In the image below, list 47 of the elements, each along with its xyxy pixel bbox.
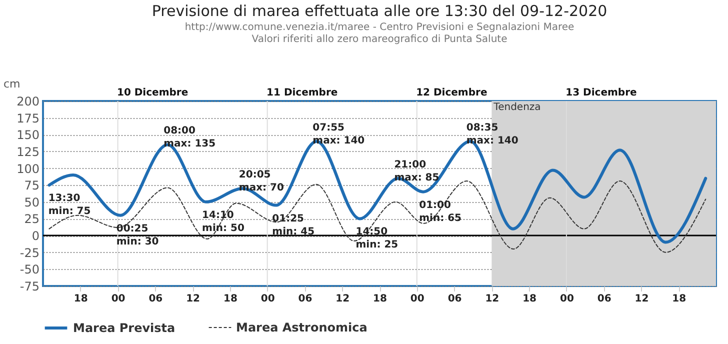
x2-tick-label: 13 Dicembre [566,88,637,98]
annotation: 14:10 min: 50 [202,210,244,234]
x-tick-label: 18 [373,294,387,304]
x-tick-label: 00 [560,294,574,304]
chart-subtitle: http://www.comune.venezia.it/maree - Centro Previsioni e Segnalazioni Maree Valori riferiti allo zero mareografico di Punta Salute [184,22,574,45]
annotation: 21:00 max: 85 [394,159,440,184]
annotation: 13:30 min: 75 [48,193,91,218]
x-tick-label: 00 [410,294,424,304]
y-tick-label: 150 [16,128,40,142]
y-tick-label: 100 [16,162,40,176]
y-tick-label: -50 [20,262,40,277]
band-label: Tendenza [492,102,541,113]
x-tick-label: 12 [485,294,500,304]
x-tick-label: 00 [111,294,126,304]
x-tick-label: 12 [336,294,350,304]
x2-tick-label: 10 Dicembre [116,88,188,98]
x-tick-label: 12 [634,294,649,304]
y-tick-label: 25 [24,212,40,226]
x-tick-label: 18 [522,294,537,304]
x-tick-label: 06 [597,294,612,304]
x-tick-label: 18 [74,294,88,304]
x-tick-label: 00 [260,294,275,304]
annotation: 08:00 max: 135 [164,126,216,150]
x-tick-label: 18 [672,294,686,304]
x-tick-label: 06 [148,294,163,304]
legend-label: Marea Astronomica [236,320,368,334]
line-series [48,180,706,253]
annotation: 00:25 min: 30 [116,223,159,248]
chart-title: Previsione di marea effettuata alle ore 13:30 del 09-12-2020 [152,2,608,20]
y-tick-label: -75 [20,280,40,294]
x-tick-label: 06 [298,294,312,304]
y-axis-title: cm [4,78,20,90]
annotation: 07:55 max: 140 [312,122,365,146]
x-tick-label: 06 [448,294,462,304]
y-tick-label: 75 [24,178,40,193]
annotation: 08:35 max: 140 [466,122,518,146]
x-tick-label: 18 [223,294,238,304]
x2-tick-label: 12 Dicembre [416,88,488,98]
legend-label: Marea Prevista [73,321,176,335]
x-tick-label: 12 [186,294,200,304]
y-tick-label: 50 [24,195,40,210]
y-tick-label: -25 [20,246,40,260]
y-tick-label: 200 [16,94,40,108]
x2-tick-label: 11 Dicembre [266,88,338,98]
y-tick-label: 125 [16,144,40,159]
y-tick-label: 175 [16,111,40,126]
y-tick-label: 0 [32,229,40,244]
